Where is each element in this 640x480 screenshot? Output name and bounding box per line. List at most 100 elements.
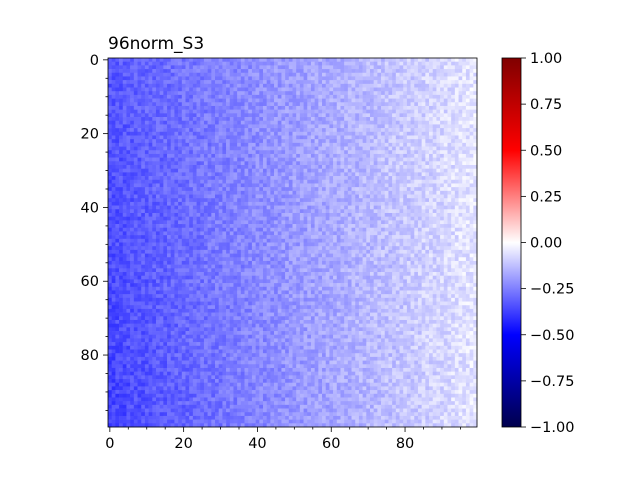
heatmap-cell	[200, 209, 205, 214]
heatmap-cell	[277, 128, 282, 133]
heatmap-cell	[126, 65, 131, 70]
heatmap-cell	[218, 212, 223, 217]
heatmap-cell	[351, 139, 356, 144]
heatmap-cell	[122, 157, 127, 162]
heatmap-cell	[108, 168, 112, 173]
heatmap-cell	[144, 69, 149, 74]
heatmap-cell	[218, 117, 223, 122]
heatmap-cell	[237, 87, 242, 92]
heatmap-cell	[115, 117, 120, 122]
heatmap-cell	[362, 194, 367, 199]
heatmap-cell	[355, 80, 360, 85]
heatmap-cell	[373, 209, 378, 214]
heatmap-cell	[108, 65, 112, 70]
heatmap-cell	[215, 61, 219, 66]
heatmap-cell	[122, 105, 127, 110]
heatmap-cell	[270, 161, 275, 166]
heatmap-cell	[318, 179, 323, 184]
heatmap-cell	[185, 235, 190, 240]
heatmap-cell	[347, 72, 352, 77]
heatmap-cell	[329, 176, 334, 181]
heatmap-cell	[218, 194, 223, 199]
heatmap-cell	[454, 176, 459, 181]
heatmap-cell	[229, 187, 234, 192]
heatmap-cell	[388, 113, 393, 118]
heatmap-cell	[270, 168, 275, 173]
heatmap-cell	[340, 231, 345, 236]
heatmap-cell	[292, 168, 297, 173]
heatmap-cell	[310, 102, 315, 107]
heatmap-cell	[388, 117, 393, 122]
heatmap-cell	[392, 224, 397, 229]
heatmap-cell	[314, 194, 319, 199]
heatmap-cell	[469, 165, 474, 169]
heatmap-cell	[155, 139, 160, 144]
heatmap-cell	[344, 212, 349, 217]
heatmap-cell	[392, 72, 397, 77]
heatmap-cell	[355, 109, 360, 114]
heatmap-cell	[255, 198, 260, 203]
heatmap-cell	[281, 139, 286, 144]
heatmap-cell	[454, 98, 459, 103]
heatmap-cell	[443, 120, 448, 125]
heatmap-cell	[322, 65, 327, 70]
heatmap-cell	[417, 65, 422, 70]
heatmap-cell	[310, 179, 315, 184]
heatmap-cell	[296, 187, 301, 192]
heatmap-cell	[303, 105, 308, 110]
heatmap-cell	[288, 150, 293, 155]
heatmap-cell	[248, 69, 253, 74]
heatmap-cell	[362, 227, 367, 232]
heatmap-cell	[200, 201, 205, 206]
heatmap-cell	[233, 83, 238, 88]
heatmap-cell	[185, 238, 190, 243]
heatmap-cell	[454, 120, 459, 125]
heatmap-cell	[181, 201, 186, 206]
heatmap-cell	[325, 172, 330, 177]
heatmap-cell	[207, 135, 212, 140]
heatmap-cell	[119, 190, 124, 195]
heatmap-cell	[406, 146, 411, 151]
heatmap-cell	[329, 198, 334, 203]
heatmap-cell	[222, 176, 227, 181]
heatmap-cell	[122, 194, 127, 199]
heatmap-cell	[111, 146, 116, 151]
heatmap-cell	[178, 80, 183, 85]
heatmap-cell	[141, 190, 146, 195]
heatmap-cell	[429, 224, 434, 229]
heatmap-cell	[399, 69, 404, 74]
heatmap-cell	[347, 83, 352, 88]
heatmap-cell	[148, 220, 153, 225]
heatmap-cell	[203, 87, 208, 92]
heatmap-cell	[469, 72, 474, 77]
heatmap-cell	[458, 135, 463, 140]
heatmap-cell	[465, 139, 470, 144]
heatmap-cell	[384, 190, 389, 195]
heatmap-cell	[218, 128, 223, 133]
heatmap-cell	[141, 205, 146, 210]
heatmap-cell	[310, 183, 315, 188]
heatmap-cell	[277, 146, 282, 151]
heatmap-cell	[207, 231, 212, 236]
heatmap-cell	[362, 150, 367, 155]
heatmap-cell	[167, 172, 172, 177]
heatmap-cell	[111, 153, 116, 158]
heatmap-cell	[122, 102, 127, 107]
heatmap-cell	[388, 157, 393, 162]
heatmap-cell	[425, 124, 430, 129]
heatmap-cell	[447, 124, 452, 129]
heatmap-cell	[377, 113, 382, 118]
heatmap-cell	[458, 94, 463, 99]
heatmap-cell	[152, 198, 157, 203]
heatmap-cell	[229, 153, 234, 158]
heatmap-cell	[233, 105, 238, 110]
heatmap-cell	[222, 161, 227, 166]
heatmap-cell	[451, 227, 456, 232]
heatmap-cell	[111, 139, 116, 144]
heatmap-cell	[137, 176, 142, 181]
heatmap-cell	[344, 120, 349, 125]
heatmap-cell	[222, 58, 227, 62]
heatmap-cell	[148, 146, 153, 151]
heatmap-cell	[384, 231, 389, 236]
heatmap-cell	[148, 142, 153, 147]
